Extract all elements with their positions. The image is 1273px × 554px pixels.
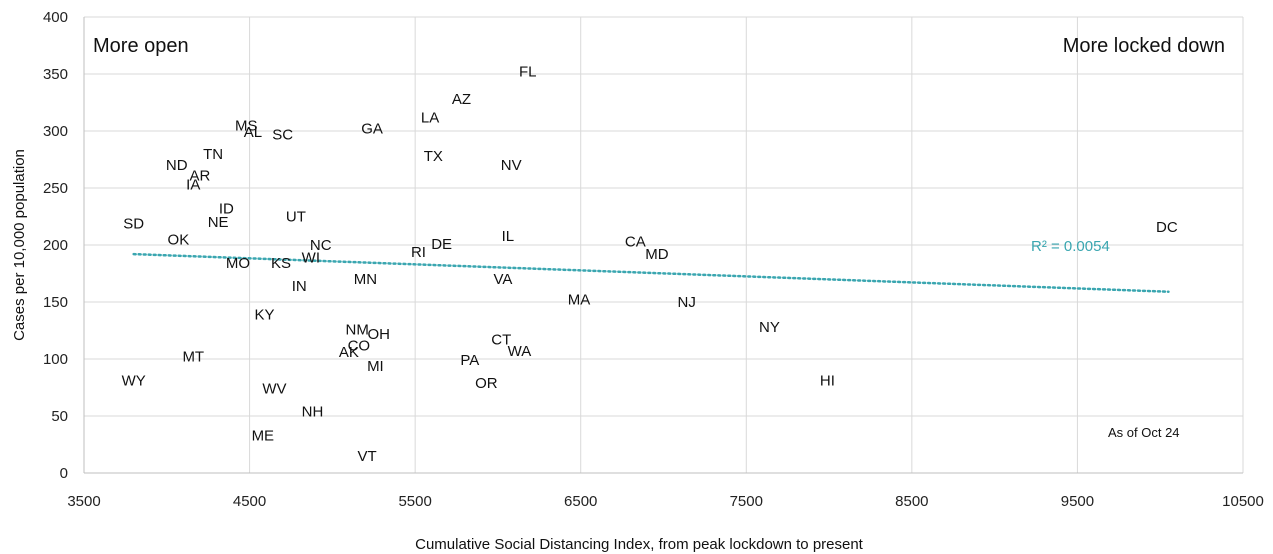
point-label-ne: NE bbox=[208, 214, 229, 231]
x-tick-label: 10500 bbox=[1222, 493, 1264, 510]
point-label-me: ME bbox=[252, 427, 275, 444]
point-label-ak: AK bbox=[339, 344, 359, 361]
point-label-wy: WY bbox=[122, 373, 146, 390]
point-label-ri: RI bbox=[411, 244, 426, 261]
x-tick-label: 6500 bbox=[564, 493, 597, 510]
annotation-more-open: More open bbox=[93, 35, 189, 57]
y-tick-label: 300 bbox=[43, 123, 68, 140]
point-label-md: MD bbox=[645, 246, 668, 263]
point-label-nd: ND bbox=[166, 157, 188, 174]
x-tick-labels: 3500 4500 5500 6500 7500 8500 9500 10500 bbox=[67, 493, 1264, 510]
y-tick-label: 400 bbox=[43, 9, 68, 26]
trendline-line bbox=[132, 252, 1170, 293]
point-label-ga: GA bbox=[361, 121, 383, 138]
y-tick-label: 0 bbox=[60, 465, 68, 482]
point-label-tx: TX bbox=[424, 148, 443, 165]
point-label-nc: NC bbox=[310, 237, 332, 254]
point-label-ct: CT bbox=[491, 332, 511, 349]
point-label-de: DE bbox=[431, 236, 452, 253]
point-label-sd: SD bbox=[123, 215, 144, 232]
point-label-ca: CA bbox=[625, 234, 646, 251]
x-tick-label: 7500 bbox=[730, 493, 763, 510]
point-label-ms: MS bbox=[235, 117, 258, 134]
y-tick-label: 50 bbox=[51, 408, 68, 425]
point-label-nv: NV bbox=[501, 157, 522, 174]
point-label-oh: OH bbox=[367, 326, 390, 343]
point-label-wa: WA bbox=[508, 343, 532, 360]
point-label-vt: VT bbox=[358, 448, 377, 465]
point-label-hi: HI bbox=[820, 373, 835, 390]
r-squared-label: R² = 0.0054 bbox=[1031, 238, 1110, 255]
point-label-mo: MO bbox=[226, 255, 250, 272]
x-tick-label: 9500 bbox=[1061, 493, 1094, 510]
point-label-in: IN bbox=[292, 278, 307, 295]
point-label-ut: UT bbox=[286, 209, 306, 226]
point-label-nj: NJ bbox=[678, 294, 696, 311]
point-label-ky: KY bbox=[254, 307, 274, 324]
point-label-al: AL bbox=[244, 124, 262, 141]
point-label-nm: NM bbox=[346, 321, 369, 338]
x-tick-label: 8500 bbox=[895, 493, 928, 510]
y-axis-title: Cases per 10,000 population bbox=[11, 149, 28, 341]
x-tick-label: 5500 bbox=[398, 493, 431, 510]
y-tick-label: 350 bbox=[43, 66, 68, 83]
point-label-sc: SC bbox=[272, 126, 293, 143]
gridlines bbox=[84, 16, 1244, 473]
point-label-or: OR bbox=[475, 375, 498, 392]
y-tick-label: 200 bbox=[43, 237, 68, 254]
point-label-ok: OK bbox=[168, 231, 190, 248]
point-label-il: IL bbox=[502, 228, 515, 245]
as-of-note: As of Oct 24 bbox=[1108, 425, 1180, 440]
point-label-mt: MT bbox=[182, 349, 204, 366]
x-tick-label: 4500 bbox=[233, 493, 266, 510]
x-tick-label: 3500 bbox=[67, 493, 100, 510]
point-label-wv: WV bbox=[262, 381, 286, 398]
x-axis-title: Cumulative Social Distancing Index, from… bbox=[415, 536, 864, 553]
axes bbox=[83, 17, 1243, 474]
y-tick-labels: 0 50 100 150 200 250 300 350 400 bbox=[43, 9, 68, 482]
trendline bbox=[132, 252, 1170, 293]
point-label-wi: WI bbox=[302, 250, 320, 267]
point-label-mi: MI bbox=[367, 358, 384, 375]
point-label-la: LA bbox=[421, 109, 439, 126]
point-label-ia: IA bbox=[186, 177, 200, 194]
point-label-ar: AR bbox=[189, 167, 210, 184]
point-label-mn: MN bbox=[354, 271, 377, 288]
y-tick-label: 100 bbox=[43, 351, 68, 368]
annotation-more-locked-down: More locked down bbox=[1063, 35, 1225, 57]
point-label-dc: DC bbox=[1156, 219, 1178, 236]
point-label-fl: FL bbox=[519, 64, 537, 81]
point-label-ks: KS bbox=[271, 255, 291, 272]
point-label-co: CO bbox=[348, 337, 371, 354]
point-label-ma: MA bbox=[568, 292, 591, 309]
point-label-pa: PA bbox=[460, 352, 479, 369]
point-label-nh: NH bbox=[302, 403, 324, 420]
point-label-tn: TN bbox=[203, 146, 223, 163]
point-label-id: ID bbox=[219, 201, 234, 218]
point-label-az: AZ bbox=[452, 91, 471, 108]
y-tick-label: 150 bbox=[43, 294, 68, 311]
point-label-ny: NY bbox=[759, 319, 780, 336]
y-tick-label: 250 bbox=[43, 180, 68, 197]
point-label-va: VA bbox=[493, 271, 512, 288]
